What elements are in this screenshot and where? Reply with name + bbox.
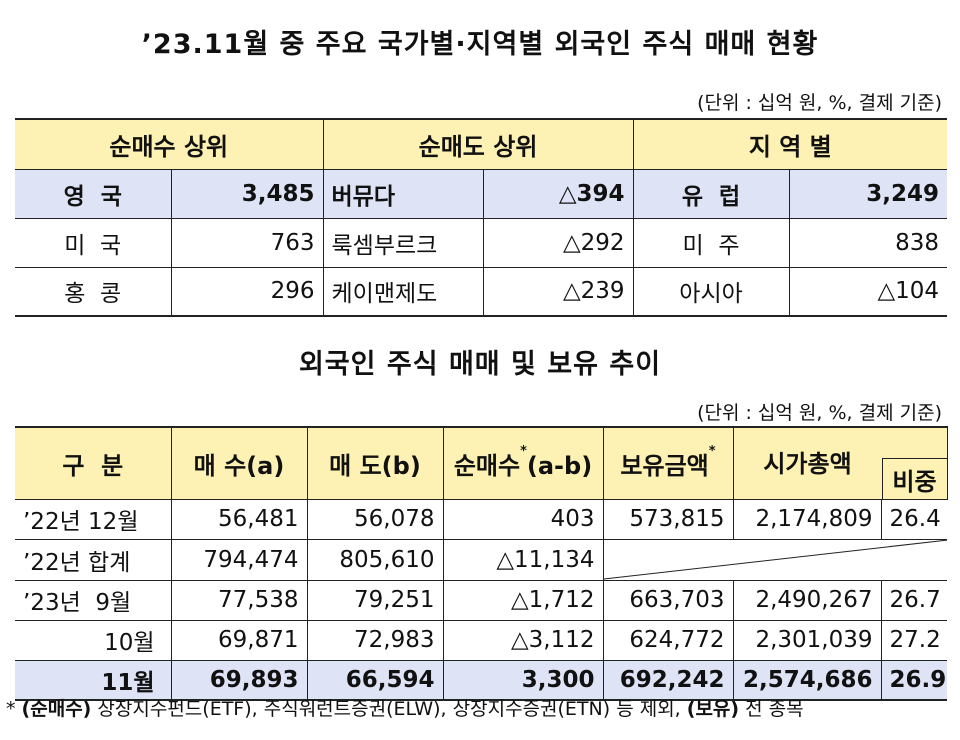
region-cell: 아시아 [633,267,790,317]
net-buy-cell: △11,134 [443,539,604,581]
header-net-sell: 순매도 상위 [323,119,634,170]
footnote-mark: * [520,444,527,459]
sell-cell: 66,594 [307,660,444,701]
net-buy-cell: 3,300 [443,660,604,701]
header-net-buy-label: 순매수 [453,452,521,480]
ratio-cell: 26.9 [881,660,947,701]
unit-note-2: (단위 : 십억 원, %, 결제 기준) [697,402,942,424]
header-net-buy-formula: (a-b) [526,452,593,480]
country-cell: 케이맨제도 [323,267,484,317]
title-trend: 외국인 주식 매매 및 보유 추이 [298,349,662,380]
footnote-holdings-label: (보유) [686,698,740,720]
holdings-cell: 692,242 [603,660,734,701]
period-cell: 10월 [15,620,172,661]
country-cell: 룩셈부르크 [323,218,484,268]
value-cell: 3,485 [171,169,324,219]
country-cell: 홍 콩 [15,267,172,317]
empty-diagonal-cell [603,539,947,581]
holdings-cell: 624,772 [603,620,734,661]
country-cell: 미 국 [15,218,172,268]
ratio-cell: 27.2 [881,620,947,661]
value-cell: 296 [171,267,324,317]
header-buy: 매 수(a) [171,427,308,500]
country-cell: 영 국 [15,169,172,219]
value-cell: 763 [171,218,324,268]
trend-table: 구 분 매 수(a) 매 도(b) 순매수*(a-b) 보유금액* 시가총액 비… [15,426,948,701]
net-buy-cell: △1,712 [443,580,604,621]
footnote-mark: * [6,698,16,720]
footnote: * (순매수) 상장지수펀드(ETF), 주식워런트증권(ELW), 상장지수증… [6,694,804,721]
table-row: 10월 69,871 72,983 △3,112 624,772 2,301,0… [15,620,947,661]
value-cell: △394 [483,169,634,219]
table-row: 11월 69,893 66,594 3,300 692,242 2,574,68… [15,660,947,701]
table-row: ’23년 9월 77,538 79,251 △1,712 663,703 2,4… [15,580,947,621]
table-row: ’22년 합계 794,474 805,610 △11,134 [15,539,947,581]
title-monthly-trade: ’23.11월 중 주요 국가별·지역별 외국인 주식 매매 현황 [141,29,819,60]
market-cap-cell: 2,574,686 [733,660,882,701]
country-cell: 버뮤다 [323,169,484,219]
footnote-net-buy-label: (순매수) [21,698,92,720]
sell-cell: 805,610 [307,539,444,581]
sell-cell: 56,078 [307,499,444,540]
buy-cell: 77,538 [171,580,308,621]
market-cap-cell: 2,174,809 [733,499,882,540]
value-cell: △239 [483,267,634,317]
value-cell: 838 [789,218,948,268]
market-cap-cell: 2,490,267 [733,580,882,621]
buy-cell: 69,893 [171,660,308,701]
header-region: 지 역 별 [633,119,948,170]
value-cell: △104 [789,267,948,317]
header-net-buy: 순매수*(a-b) [443,427,604,500]
period-cell: ’23년 9월 [15,580,172,621]
footnote-net-buy-text: 상장지수펀드(ETF), 주식워런트증권(ELW), 상장지수증권(ETN) 등… [97,698,681,720]
ratio-cell: 26.4 [881,499,947,540]
header-sell: 매 도(b) [307,427,444,500]
holdings-cell: 663,703 [603,580,734,621]
table-row: 미 국 763 룩셈부르크 △292 미 주 838 [15,218,948,268]
period-cell: 11월 [15,660,172,701]
region-cell: 미 주 [633,218,790,268]
sell-cell: 79,251 [307,580,444,621]
buy-cell: 56,481 [171,499,308,540]
table-row: 홍 콩 296 케이맨제도 △239 아시아 △104 [15,267,948,317]
value-cell: 3,249 [789,169,948,219]
period-cell: ’22년 합계 [15,539,172,581]
footnote-holdings-text: 전 종목 [745,698,804,720]
net-buy-cell: 403 [443,499,604,540]
header-holdings-label: 보유금액 [620,452,709,480]
diagonal-line [603,539,947,579]
period-cell: ’22년 12월 [15,499,172,540]
header-ratio: 비중 [881,458,946,498]
market-cap-cell: 2,301,039 [733,620,882,661]
header-category: 구 분 [15,427,172,500]
country-region-table: 순매수 상위 순매도 상위 지 역 별 영 국 3,485 버뮤다 △394 유… [15,118,948,317]
header-net-buy: 순매수 상위 [15,119,324,170]
net-buy-cell: △3,112 [443,620,604,661]
value-cell: △292 [483,218,634,268]
region-cell: 유 럽 [633,169,790,219]
sell-cell: 72,983 [307,620,444,661]
header-market-cap-group: 시가총액 비중 [733,427,948,500]
table-row: 영 국 3,485 버뮤다 △394 유 럽 3,249 [15,169,948,219]
unit-note-1: (단위 : 십억 원, %, 결제 기준) [697,92,942,114]
buy-cell: 794,474 [171,539,308,581]
ratio-cell: 26.7 [881,580,947,621]
table-row: ’22년 12월 56,481 56,078 403 573,815 2,174… [15,499,947,540]
buy-cell: 69,871 [171,620,308,661]
holdings-cell: 573,815 [603,499,734,540]
footnote-mark: * [708,444,716,459]
header-market-cap: 시가총액 [763,450,852,478]
header-holdings: 보유금액* [603,427,734,500]
